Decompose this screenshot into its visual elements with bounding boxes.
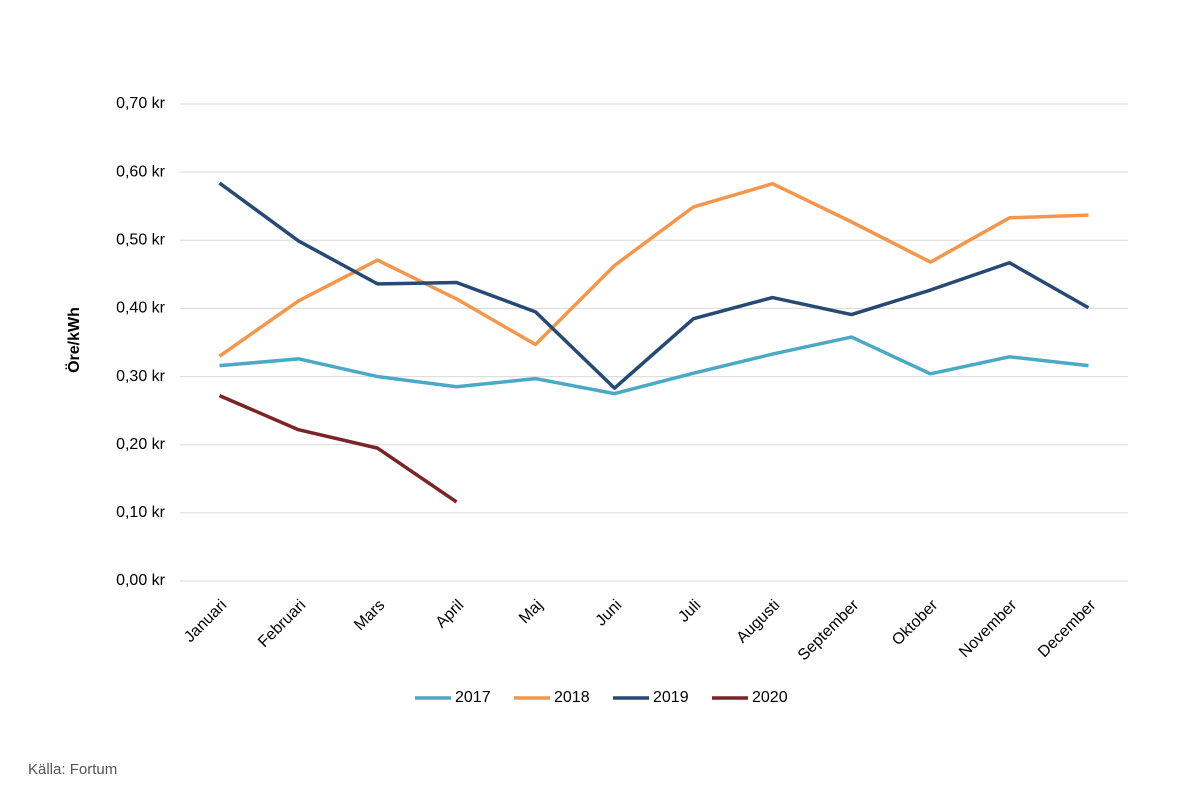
x-tick-label: Februari [255,597,309,651]
x-tick-label: Januari [181,597,230,646]
legend-label: 2017 [455,689,491,706]
x-tick-label: Juli [675,597,704,626]
series-line [218,181,1089,358]
y-tick-label: 0,30 kr [116,368,166,385]
x-tick-label: Juni [593,597,626,630]
legend-label: 2018 [554,689,590,706]
series-line [219,335,1089,396]
x-tick-label: September [795,596,863,664]
y-tick-label: 0,20 kr [116,436,166,453]
x-tick-label: November [956,596,1021,661]
y-tick-label: 0,10 kr [116,504,166,521]
series-line [218,181,1090,390]
x-tick-label: Maj [516,597,546,627]
y-tick-label: 0,50 kr [116,232,166,249]
y-tick-label: 0,60 kr [116,163,166,180]
y-axis-label: Öre/kWh [64,307,83,373]
x-tick-label: Mars [351,597,388,634]
series-line [218,394,458,504]
x-tick-label: Augusti [734,597,784,647]
y-tick-label: 0,40 kr [116,300,166,317]
legend-label: 2019 [653,689,689,706]
x-tick-label: December [1035,596,1100,661]
legend-label: 2020 [752,689,788,706]
source: Källa: Fortum [28,761,117,778]
x-tick-label: April [433,597,468,632]
y-tick-label: 0,00 kr [116,572,166,589]
y-tick-label: 0,70 kr [116,95,166,112]
x-tick-label: Oktober [889,596,942,649]
